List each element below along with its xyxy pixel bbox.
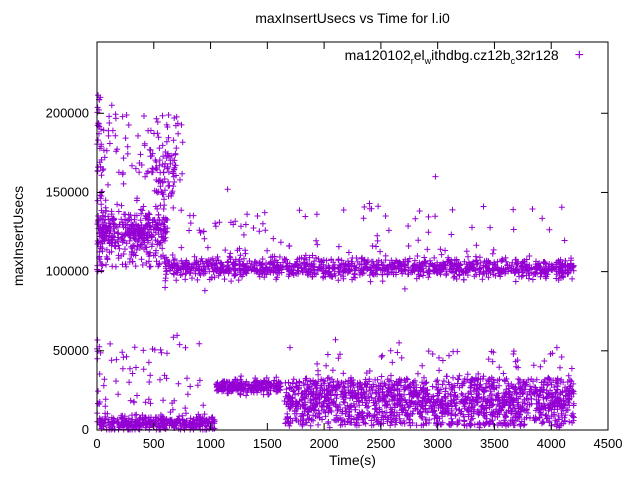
y-tick-label: 150000 — [46, 184, 89, 199]
chart-title: maxInsertUsecs vs Time for l.i0 — [255, 10, 450, 26]
x-tick-label: 4000 — [537, 436, 566, 451]
legend-label-segment: r — [410, 55, 414, 66]
x-tick-label: 500 — [143, 436, 165, 451]
legend-label-segment: el — [413, 47, 425, 63]
y-axis-title: maxInsertUsecs — [10, 185, 26, 287]
legend-label-segment: w — [424, 55, 432, 66]
y-tick-label: 50000 — [53, 343, 89, 358]
x-tick-label: 1000 — [196, 436, 225, 451]
x-tick-label: 2500 — [366, 436, 395, 451]
plot-border — [96, 41, 609, 431]
y-tick-label: 200000 — [46, 105, 89, 120]
y-tick-label: 0 — [82, 422, 89, 437]
x-tick-label: 1500 — [253, 436, 282, 451]
x-axis-title: Time(s) — [329, 452, 376, 468]
x-tick-label: 2000 — [310, 436, 339, 451]
legend-label-segment: 32r128 — [515, 47, 559, 63]
legend-label-segment: ma120102 — [344, 47, 411, 63]
legend-label: ma120102relwithdbg.cz12bc32r128 — [345, 47, 559, 66]
x-tick-label: 3000 — [423, 436, 452, 451]
legend-marker-plus-icon: + — [574, 47, 584, 65]
x-tick-label: 0 — [93, 436, 100, 451]
x-tick-label: 3500 — [480, 436, 509, 451]
legend: ma120102relwithdbg.cz12bc32r128 + — [345, 47, 584, 66]
legend-label-segment: c — [510, 55, 516, 66]
data-points — [94, 92, 577, 433]
legend-label-segment: ithdbg.cz12b — [431, 47, 511, 63]
x-tick-label: 4500 — [594, 436, 623, 451]
y-tick-label: 100000 — [46, 264, 89, 279]
